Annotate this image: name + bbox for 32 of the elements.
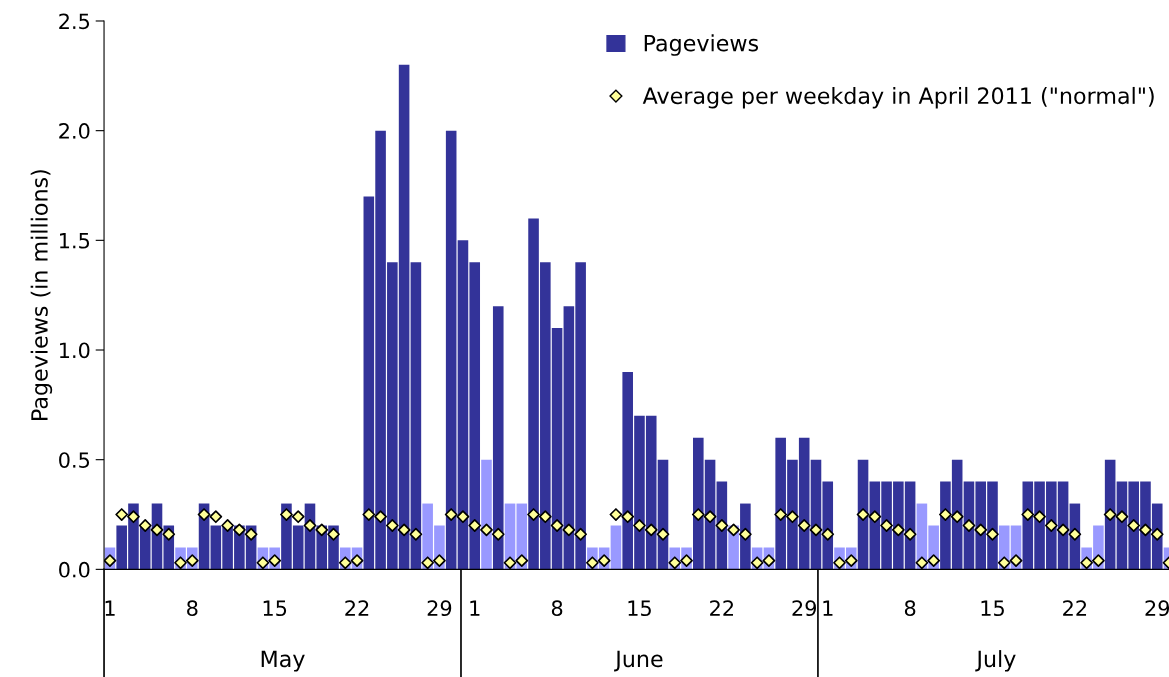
bar [492,306,504,570]
x-tick-label: 8 [551,600,563,617]
x-tick-label: 29 [792,600,816,617]
x-tick-label: 15 [263,600,287,617]
text: June [614,650,663,672]
x-tick-label: 22 [1063,600,1087,616]
x-tick-label: 8 [904,600,916,617]
y-tick-label: 2.5 [59,13,90,30]
bar [410,262,422,570]
x-tick-label: 1 [105,600,115,616]
y-tick-label: 1.5 [60,233,90,249]
x-tick-label: 29 [1145,600,1169,617]
text: July [975,650,1016,672]
legend-label: Average per weekday in April 2011 ("normal") [642,86,1154,109]
legend-label: Pageviews [644,34,759,56]
x-tick-label: 29 [427,600,452,617]
x-tick-label: 1 [823,600,833,616]
x-tick-label: 15 [628,600,651,617]
x-tick-label: 22 [710,600,733,616]
x-tick-label: 15 [981,600,1004,617]
y-tick-label: 2.0 [59,123,90,139]
x-tick-label: 1 [470,600,480,616]
bar [610,525,622,570]
bar [481,459,492,570]
y-tick-label: 0.0 [59,561,90,578]
x-tick-label: 22 [345,600,369,616]
x-tick-label: 8 [187,600,198,617]
y-axis-title: Pageviews (in millions) [30,170,53,420]
bar [445,130,457,570]
y-tick-label: 1.0 [60,342,90,359]
y-tick-label: 0.5 [59,452,90,468]
text: May [261,650,305,672]
